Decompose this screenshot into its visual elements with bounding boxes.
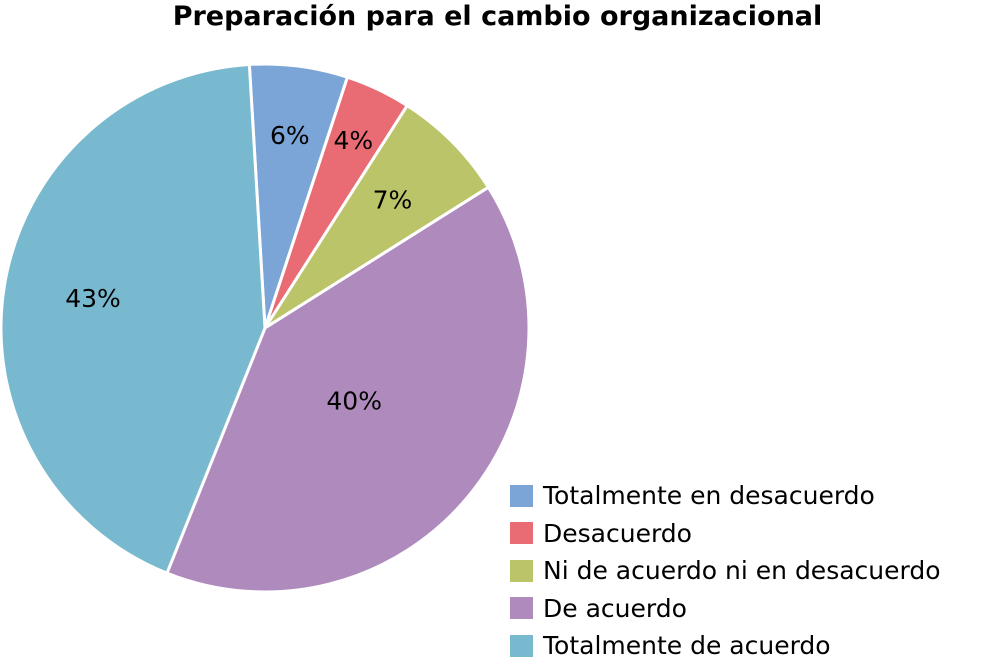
legend-label: Desacuerdo	[543, 518, 692, 548]
legend-swatch	[510, 597, 533, 620]
slice-data-label: 43%	[65, 284, 121, 313]
legend-item: Ni de acuerdo ni en desacuerdo	[510, 552, 941, 590]
slice-data-label: 40%	[326, 386, 382, 415]
legend-label: De acuerdo	[543, 593, 687, 623]
legend-swatch	[510, 522, 533, 545]
legend-label: Ni de acuerdo ni en desacuerdo	[543, 556, 941, 586]
legend: Totalmente en desacuerdo Desacuerdo Ni de …	[510, 477, 941, 665]
legend-swatch	[510, 484, 533, 507]
legend-item: Totalmente en desacuerdo	[510, 477, 941, 515]
pie-slice	[263, 103, 491, 330]
slice-data-label: 7%	[373, 186, 413, 215]
legend-label: Totalmente en desacuerdo	[543, 481, 875, 511]
legend-item: Desacuerdo	[510, 515, 941, 553]
pie-slice	[165, 185, 531, 594]
chart-title: Preparación para el cambio organizaciona…	[172, 1, 823, 32]
legend-item: De acuerdo	[510, 590, 941, 628]
slice-data-label: 4%	[333, 126, 373, 155]
legend-label: Totalmente de acuerdo	[543, 631, 831, 661]
pie-slice	[0, 62, 267, 576]
slice-data-label: 6%	[270, 121, 310, 150]
legend-swatch	[510, 559, 533, 582]
legend-swatch	[510, 634, 533, 657]
legend-item: Totalmente de acuerdo	[510, 627, 941, 665]
